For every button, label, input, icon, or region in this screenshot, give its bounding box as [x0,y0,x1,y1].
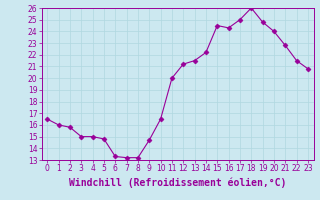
X-axis label: Windchill (Refroidissement éolien,°C): Windchill (Refroidissement éolien,°C) [69,177,286,188]
